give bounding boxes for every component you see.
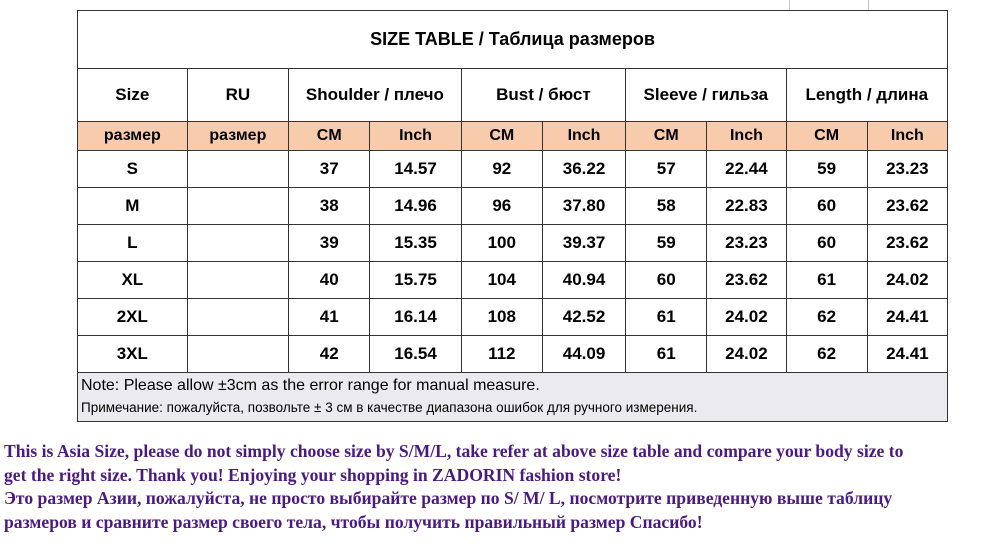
header-shoulder: Shoulder / плечо (288, 68, 462, 122)
table-cell: 100 (460, 224, 543, 262)
table-cell: 60 (785, 187, 868, 225)
table-cell: 39.37 (541, 224, 627, 262)
table-cell: 24.41 (866, 335, 949, 373)
footer-line: размеров и сравните размер своего тела, … (4, 511, 703, 532)
table-cell: 60 (625, 261, 708, 299)
unit-cell: размер (186, 121, 290, 151)
divider-line (789, 0, 790, 10)
table-cell: 58 (625, 187, 708, 225)
footer-notice: This is Asia Size, please do not simply … (4, 440, 998, 534)
unit-cell: размер (77, 121, 188, 151)
table-cell: 62 (785, 335, 868, 373)
header-sleeve: Sleeve / гильза (625, 68, 787, 122)
table-cell (186, 298, 290, 336)
table-cell: 61 (625, 335, 708, 373)
table-cell: 57 (625, 150, 708, 188)
table-cell: 22.44 (706, 150, 787, 188)
table-cell: 23.62 (866, 187, 949, 225)
note-russian: Примечание: пожалуйста, позвольте ± 3 см… (81, 400, 698, 415)
table-cell: 59 (785, 150, 868, 188)
units-row: размер размер CM Inch CM Inch CM Inch CM Inch (77, 121, 949, 151)
table-cell: 14.96 (369, 187, 462, 225)
size-cell: M (77, 187, 188, 225)
table-cell: 42 (288, 335, 371, 373)
table-cell (186, 335, 290, 373)
header-size: Size (77, 68, 188, 122)
table-cell: 15.75 (369, 261, 462, 299)
unit-cell: Inch (706, 121, 787, 151)
footer-line: This is Asia Size, please do not simply … (4, 441, 904, 461)
note-cell: Note: Please allow ±3cm as the error ran… (77, 372, 948, 422)
table-cell: 104 (460, 261, 543, 299)
unit-cell: CM (460, 121, 543, 151)
table-row: 3XL 42 16.54 112 44.09 61 24.02 62 24.41 (77, 335, 949, 373)
table-cell: 23.23 (866, 150, 949, 188)
table-cell: 16.54 (369, 335, 462, 373)
table-cell: 24.02 (706, 335, 787, 373)
note-english: Note: Please allow ±3cm as the error ran… (81, 377, 540, 394)
table-cell: 24.41 (866, 298, 949, 336)
table-cell: 40 (288, 261, 371, 299)
table-cell: 44.09 (541, 335, 627, 373)
unit-cell: Inch (866, 121, 949, 151)
table-cell: 38 (288, 187, 371, 225)
size-cell: S (77, 150, 188, 188)
table-cell: 22.83 (706, 187, 787, 225)
unit-cell: Inch (369, 121, 462, 151)
size-cell: XL (77, 261, 188, 299)
size-cell: 3XL (77, 335, 188, 373)
table-cell: 112 (460, 335, 543, 373)
unit-cell: Inch (541, 121, 627, 151)
header-bust: Bust / бюст (460, 68, 627, 122)
table-cell: 61 (785, 261, 868, 299)
divider-line (868, 0, 869, 10)
table-row: XL 40 15.75 104 40.94 60 23.62 61 24.02 (77, 261, 949, 299)
header-length: Length / длина (785, 68, 948, 122)
header-ru: RU (186, 68, 290, 122)
table-title: SIZE TABLE / Таблица размеров (77, 10, 948, 69)
table-cell: 96 (460, 187, 543, 225)
table-cell: 23.23 (706, 224, 787, 262)
table-cell (186, 150, 290, 188)
table-cell: 41 (288, 298, 371, 336)
table-cell: 15.35 (369, 224, 462, 262)
table-cell: 59 (625, 224, 708, 262)
size-cell: L (77, 224, 188, 262)
table-cell: 39 (288, 224, 371, 262)
footer-line: Это размер Азии, пожалуйста, не просто в… (4, 488, 893, 508)
table-cell: 16.14 (369, 298, 462, 336)
table-cell: 24.02 (706, 298, 787, 336)
table-cell: 108 (460, 298, 543, 336)
table-row: L 39 15.35 100 39.37 59 23.23 60 23.62 (77, 224, 949, 262)
table-cell: 62 (785, 298, 868, 336)
size-table: SIZE TABLE / Таблица размеров Size RU Sh… (77, 10, 949, 422)
table-cell: 42.52 (541, 298, 627, 336)
table-cell: 14.57 (369, 150, 462, 188)
table-cell (186, 261, 290, 299)
table-cell: 40.94 (541, 261, 627, 299)
table-row: 2XL 41 16.14 108 42.52 61 24.02 62 24.41 (77, 298, 949, 336)
table-cell: 92 (460, 150, 543, 188)
table-cell: 61 (625, 298, 708, 336)
table-cell: 23.62 (866, 224, 949, 262)
unit-cell: CM (625, 121, 708, 151)
unit-cell: CM (785, 121, 868, 151)
table-cell: 37.80 (541, 187, 627, 225)
table-cell: 24.02 (866, 261, 949, 299)
table-row: S 37 14.57 92 36.22 57 22.44 59 23.23 (77, 150, 949, 188)
table-cell: 60 (785, 224, 868, 262)
size-cell: 2XL (77, 298, 188, 336)
unit-cell: CM (288, 121, 371, 151)
table-cell (186, 224, 290, 262)
table-cell: 23.62 (706, 261, 787, 299)
table-cell: 37 (288, 150, 371, 188)
table-cell (186, 187, 290, 225)
footer-line: get the right size. Thank you! Enjoying … (4, 464, 622, 485)
table-cell: 36.22 (541, 150, 627, 188)
table-row: M 38 14.96 96 37.80 58 22.83 60 23.62 (77, 187, 949, 225)
